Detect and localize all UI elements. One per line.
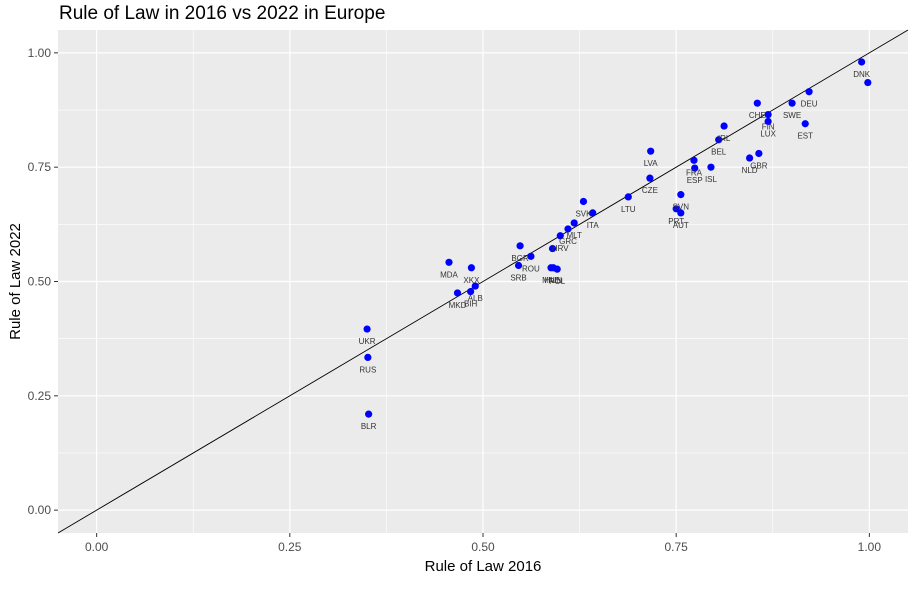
y-tick-label: 0.25 (28, 389, 52, 403)
data-point (549, 264, 557, 272)
x-axis-title: Rule of Law 2016 (425, 558, 542, 575)
data-point (720, 122, 728, 130)
x-tick-label: 0.25 (278, 540, 302, 554)
data-point (556, 232, 564, 240)
point-label: MLT (566, 231, 582, 240)
point-label: UKR (359, 337, 376, 346)
point-label: DNK (853, 70, 871, 79)
point-label: RUS (359, 365, 376, 374)
point-label: POL (549, 277, 566, 286)
point-label: MDA (440, 270, 458, 279)
data-point (624, 193, 632, 201)
point-label: EST (797, 132, 813, 141)
point-label: SWE (783, 111, 801, 120)
data-point (764, 110, 772, 119)
point-label: LUX (760, 129, 776, 138)
point-label: DEU (801, 100, 818, 109)
point-label: MKD (449, 301, 467, 310)
data-point (691, 164, 699, 172)
data-point (788, 99, 796, 107)
data-point (764, 117, 772, 126)
data-point (677, 191, 685, 199)
point-label: HRV (552, 244, 569, 253)
data-point (805, 88, 813, 96)
data-point (570, 219, 578, 227)
point-label: XKX (463, 276, 480, 285)
data-point (745, 154, 754, 162)
point-label: BIH (464, 300, 478, 309)
data-point (364, 353, 372, 362)
point-label: HUN (545, 276, 563, 285)
y-axis-title: Rule of Law 2022 (7, 223, 24, 340)
data-point (672, 205, 680, 213)
data-point (858, 58, 866, 66)
point-label: FRA (686, 168, 703, 177)
x-tick-label: 0.00 (85, 540, 109, 554)
data-point (864, 78, 872, 87)
point-label: BEL (711, 148, 727, 157)
point-label: MNE (542, 276, 560, 285)
data-point (677, 209, 685, 217)
point-label: AUT (673, 221, 689, 230)
point-label: ALB (468, 294, 483, 303)
chart-title: Rule of Law in 2016 vs 2022 in Europe (59, 3, 385, 24)
point-label: SVN (673, 203, 690, 212)
data-point (516, 242, 524, 250)
point-label: SRB (510, 273, 526, 282)
point-label: ESP (687, 176, 703, 185)
x-axis-ticks: 0.00 0.25 0.50 0.75 1.00 (85, 533, 881, 554)
data-point (564, 225, 572, 233)
point-label: ROU (522, 264, 540, 273)
x-tick-label: 1.00 (858, 540, 882, 554)
point-label: BGR (511, 254, 529, 263)
point-label: BLR (361, 422, 377, 431)
point-label: NLD (742, 166, 758, 175)
y-tick-label: 0.50 (28, 275, 52, 289)
data-point (579, 197, 588, 206)
data-point (755, 149, 763, 158)
point-label: IRL (718, 134, 731, 143)
data-points (363, 58, 872, 418)
y-tick-label: 0.75 (28, 160, 52, 174)
data-point (548, 244, 557, 253)
data-point (365, 410, 373, 418)
data-point (646, 174, 654, 182)
data-point (514, 261, 523, 270)
x-tick-label: 0.75 (665, 540, 689, 554)
data-point (453, 289, 462, 297)
data-point (801, 120, 809, 128)
point-label: LTU (621, 205, 636, 214)
y-tick-label: 0.00 (28, 503, 52, 517)
data-point (471, 282, 479, 290)
point-label: GBR (750, 161, 768, 170)
data-point (753, 99, 761, 107)
point-label: ITA (587, 221, 600, 230)
y-axis-ticks: 0.00 0.25 0.50 0.75 1.00 (28, 46, 58, 517)
data-point (690, 156, 698, 164)
x-tick-label: 0.50 (471, 540, 495, 554)
data-point (527, 252, 535, 260)
data-point (647, 147, 655, 155)
point-label: PRT (668, 217, 684, 226)
point-label: CHE (749, 111, 766, 120)
point-label: FIN (762, 123, 775, 132)
point-label: GRC (559, 237, 577, 246)
data-point (589, 209, 597, 217)
data-point (363, 325, 371, 333)
point-label: SVK (575, 209, 592, 218)
data-point (467, 287, 475, 296)
data-point (467, 264, 476, 272)
data-point (707, 163, 715, 171)
point-label: ISL (705, 175, 718, 184)
point-label: CZE (642, 186, 658, 195)
data-point (445, 258, 453, 266)
data-point (715, 136, 723, 144)
y-tick-label: 1.00 (28, 46, 52, 60)
point-label: LVA (644, 159, 659, 168)
